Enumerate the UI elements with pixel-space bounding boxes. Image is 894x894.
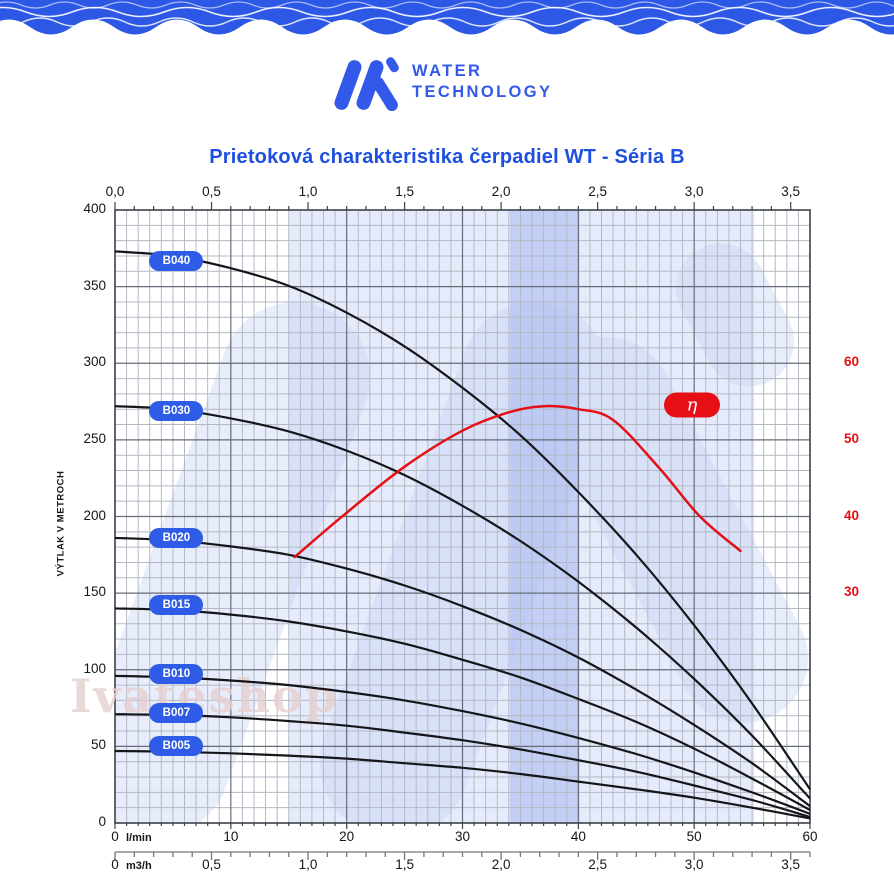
header-wave-band (0, 0, 894, 46)
y-tick-200: 200 (83, 507, 106, 523)
m3h-tick-1,5: 1,5 (395, 857, 414, 872)
top-tick-0,0: 0,0 (105, 184, 125, 199)
y-tick-250: 250 (83, 430, 106, 446)
right-eta-tick-30: 30 (844, 584, 860, 600)
top-tick-2,0: 2,0 (491, 184, 511, 199)
top-tick-3,0: 3,0 (684, 184, 704, 199)
grid-major (115, 210, 810, 823)
bottom-axis-unit-m3h: m3/h (126, 860, 152, 872)
axis-tick-marks (114, 202, 811, 829)
bottom-tick-40: 40 (570, 829, 586, 844)
top-tick-1,0: 1,0 (298, 184, 318, 199)
brand-logo: WATER TECHNOLOGY (333, 57, 552, 115)
y-tick-300: 300 (83, 354, 106, 370)
m3h-tick-2,0: 2,0 (491, 857, 511, 872)
pump-curve-B040 (114, 250, 811, 790)
brand-line-1: WATER (412, 62, 483, 80)
y-axis-title: VÝTLAK V METROCH (55, 470, 67, 577)
store-watermark: Ivateshop (70, 669, 339, 723)
y-tick-400: 400 (83, 201, 106, 216)
pump-label-B010: B010 (149, 664, 204, 685)
pump-curve-B015 (114, 607, 811, 811)
pump-label-B007: B007 (149, 702, 204, 723)
pump-curve-B010 (114, 674, 811, 815)
pump-label-B005: B005 (149, 736, 204, 757)
y-tick-100: 100 (83, 660, 106, 676)
wave-pattern (0, 0, 894, 35)
brand-line-2: TECHNOLOGY (412, 83, 553, 101)
m3h-tick-1,0: 1,0 (298, 857, 318, 872)
pump-curve-B030 (114, 405, 811, 800)
bottom-tick-30: 30 (454, 829, 471, 844)
y-tick-50: 50 (90, 737, 106, 753)
efficiency-label-pill: η (663, 392, 720, 418)
pump-label-B040: B040 (149, 250, 204, 271)
m3h-ruler (114, 851, 811, 860)
bottom-tick-50: 50 (686, 829, 702, 844)
curves-group (114, 250, 811, 820)
top-tick-0,5: 0,5 (202, 184, 221, 199)
y-tick-150: 150 (83, 584, 106, 600)
m3h-tick-0: 0 (111, 857, 119, 872)
bottom-tick-10: 10 (223, 829, 239, 844)
right-eta-tick-60: 60 (844, 354, 860, 370)
pump-label-B020: B020 (149, 527, 204, 548)
brand-name: WATER TECHNOLOGY (412, 57, 552, 103)
pump-curve-B007 (114, 713, 811, 818)
efficiency-curve (293, 404, 742, 559)
pump-curve-B005 (114, 749, 811, 820)
pump-label-B030: B030 (149, 400, 204, 421)
m3h-tick-3,0: 3,0 (684, 857, 704, 872)
water-drop-w-icon (334, 57, 399, 112)
y-tick-0: 0 (98, 814, 106, 829)
top-tick-2,5: 2,5 (588, 184, 608, 199)
bottom-tick-20: 20 (339, 829, 355, 844)
m3h-tick-0,5: 0,5 (202, 857, 221, 872)
chart-title: Prietoková charakteristika čerpadiel WT … (209, 146, 685, 168)
top-tick-1,5: 1,5 (395, 184, 414, 199)
right-eta-tick-40: 40 (844, 507, 860, 523)
y-tick-350: 350 (83, 277, 106, 293)
pump-curve-B020 (114, 536, 811, 807)
bottom-axis-unit-lmin: l/min (126, 832, 152, 844)
m3h-tick-3,5: 3,5 (781, 857, 801, 872)
m3h-tick-2,5: 2,5 (588, 857, 608, 872)
bottom-tick-60: 60 (802, 829, 818, 844)
top-tick-3,5: 3,5 (781, 184, 801, 199)
right-eta-tick-50: 50 (844, 430, 860, 446)
pump-label-B015: B015 (149, 595, 204, 616)
bottom-tick-0: 0 (111, 829, 119, 844)
